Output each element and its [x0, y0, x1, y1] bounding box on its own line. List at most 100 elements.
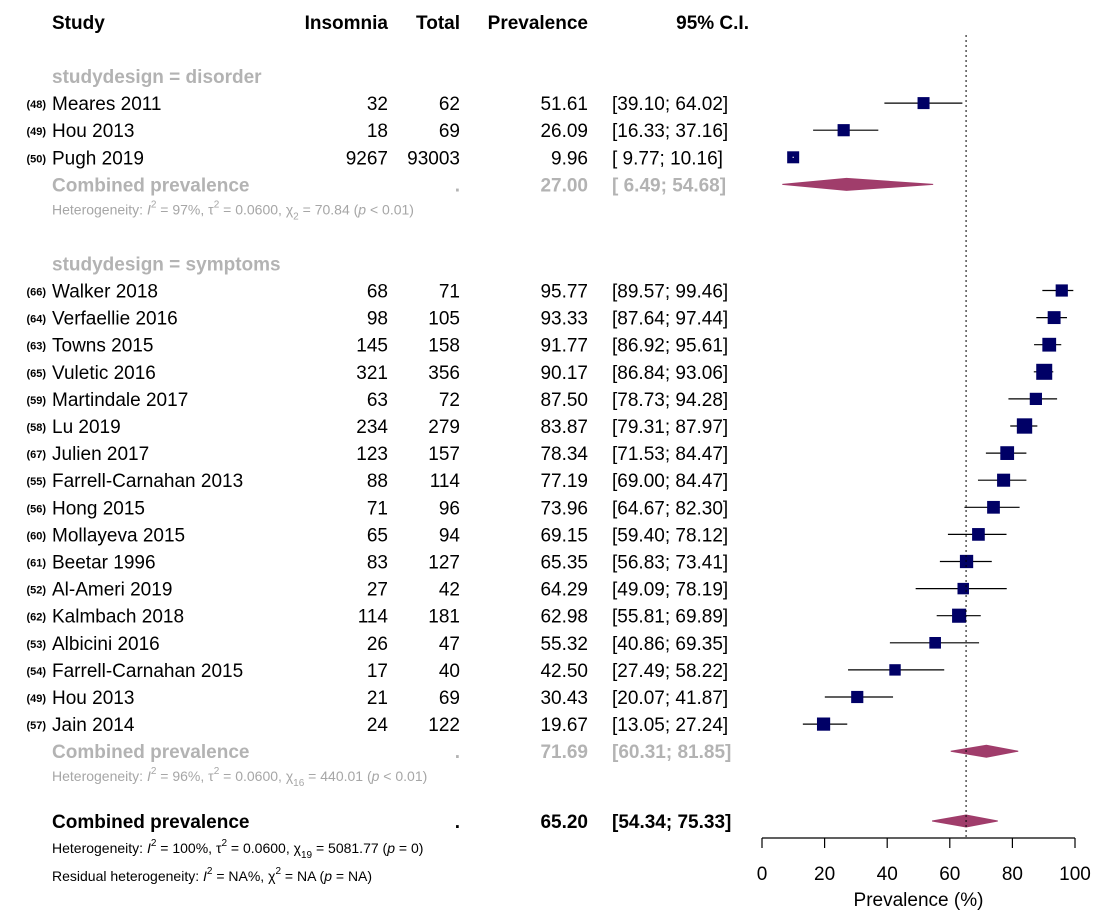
heterogeneity-text: Heterogeneity: I2 = 97%, τ2 = 0.0600, χ2…: [52, 199, 414, 222]
study-name: Hou 2013: [52, 121, 134, 142]
study-mark: [977, 473, 1027, 487]
prevalence-value: 73.96: [540, 498, 588, 519]
events-value: 71: [367, 498, 388, 519]
events-value: 32: [367, 94, 388, 115]
prevalence-value: 55.32: [540, 634, 588, 655]
table-row: (64) Verfaellie 2016 98 105 93.33 [87.64; 97.…: [26, 309, 728, 330]
reference-number: (48): [26, 99, 46, 111]
subgroup-diamond: [950, 744, 1019, 758]
reference-number: (54): [26, 666, 46, 678]
point-estimate: [987, 500, 1000, 514]
subgroup: studydesign = disorder (48) Meares 2011 32 6…: [26, 67, 728, 222]
overall-row: Combined prevalence. 65.20 [54.34; 75.33] H…: [52, 812, 731, 884]
tick-label: 100: [1059, 864, 1091, 885]
study-name: Meares 2011: [52, 94, 162, 115]
point-estimate: [816, 717, 831, 731]
tick-label: 0: [757, 864, 768, 885]
prevalence-value: 78.34: [540, 444, 588, 465]
events-value: 83: [367, 553, 388, 574]
table-row: (49) Hou 2013 18 69 26.09 [16.33; 37.16]: [26, 121, 728, 142]
ci-value: [71.53; 84.47]: [612, 444, 728, 465]
total-value: 94: [439, 525, 461, 546]
point-estimate: [1000, 446, 1015, 460]
study-name: Julien 2017: [52, 444, 149, 465]
study-name: Verfaellie 2016: [52, 309, 178, 330]
study-mark: [1036, 311, 1067, 325]
subgroup: studydesign = symptoms (66) Walker 2018 68 7…: [26, 254, 731, 789]
study-name: Hou 2013: [52, 688, 134, 709]
reference-number: (57): [26, 720, 46, 732]
study-name: Jain 2014: [52, 715, 135, 736]
ci-value: [69.00; 84.47]: [612, 471, 728, 492]
reference-number: (50): [26, 153, 46, 165]
ci-value: [56.83; 73.41]: [612, 553, 728, 574]
study-mark: [1033, 363, 1054, 380]
prevalence-value: 30.43: [540, 688, 588, 709]
prevalence-value: 42.50: [540, 661, 588, 682]
ci-value: [86.84; 93.06]: [612, 363, 728, 384]
study-name: Albicini 2016: [52, 634, 160, 655]
table-row: (56) Hong 2015 71 96 73.96 [64.67; 82.30]: [26, 498, 728, 519]
point-estimate: [997, 473, 1011, 487]
total-value: 158: [428, 336, 460, 357]
study-mark: [824, 690, 894, 704]
header-study: Study: [52, 13, 105, 34]
reference-number: (63): [26, 341, 46, 353]
point-estimate: [851, 690, 864, 704]
total-value: 157: [428, 444, 460, 465]
subgroup-diamond: [782, 177, 934, 191]
total-value: 47: [439, 634, 460, 655]
table-row: (67) Julien 2017 123 157 78.34 [71.53; 84.47]: [26, 444, 728, 465]
ci-value: [16.33; 37.16]: [612, 121, 728, 142]
ci-value: [13.05; 27.24]: [612, 715, 728, 736]
study-mark: [947, 528, 1007, 541]
point-estimate: [1047, 311, 1061, 325]
overall-diamond: [931, 814, 998, 828]
study-mark: [964, 500, 1020, 514]
events-value: 17: [367, 661, 388, 682]
table-row: (53) Albicini 2016 26 47 55.32 [40.86; 69.35]: [26, 634, 728, 655]
total-value: 71: [439, 282, 460, 303]
study-mark: [1008, 392, 1058, 406]
reference-number: (60): [26, 530, 46, 542]
point-estimate: [957, 582, 969, 595]
ci-value: [86.92; 95.61]: [612, 336, 728, 357]
events-value: 21: [367, 688, 388, 709]
table-row: (58) Lu 2019 234 279 83.87 [79.31; 87.97]: [26, 417, 728, 438]
reference-number: (61): [26, 558, 46, 570]
total-value: 114: [430, 471, 461, 492]
total-value: 181: [428, 607, 460, 628]
point-estimate: [1016, 418, 1033, 434]
overall-prevalence: 65.20: [540, 812, 588, 833]
prevalence-value: 51.61: [540, 94, 588, 115]
header-ci: 95% C.I.: [676, 13, 749, 34]
subgroup-label: studydesign = disorder: [52, 67, 262, 88]
combined-prevalence: 71.69: [540, 742, 588, 763]
table-rows: studydesign = disorder (48) Meares 2011 32 6…: [26, 67, 731, 884]
events-value: 68: [367, 282, 388, 303]
events-value: 98: [367, 309, 388, 330]
total-value: 72: [439, 390, 460, 411]
tick-label: 60: [939, 864, 960, 885]
study-name: Martindale 2017: [52, 390, 188, 411]
ci-value: [20.07; 41.87]: [612, 688, 728, 709]
table-row: (54) Farrell-Carnahan 2015 17 40 42.50 [27.49…: [26, 661, 728, 682]
overall-dot: .: [455, 812, 460, 833]
point-estimate: [952, 608, 967, 623]
ci-value: [78.73; 94.28]: [612, 390, 728, 411]
total-value: 96: [439, 498, 460, 519]
reference-number: (62): [26, 612, 46, 624]
overall-label: Combined prevalence: [52, 812, 249, 833]
point-estimate: [917, 97, 930, 110]
x-axis: 0 20 40 60 80 100 Prevalence (%): [757, 837, 1091, 911]
combined-ci: [60.31; 81.85]: [612, 742, 731, 763]
header-prevalence: Prevalence: [488, 13, 588, 34]
total-value: 62: [439, 94, 460, 115]
total-value: 40: [439, 661, 460, 682]
ci-value: [89.57; 99.46]: [612, 282, 728, 303]
ci-value: [27.49; 58.22]: [612, 661, 728, 682]
overall-heterogeneity-text: Heterogeneity: I2 = 100%, τ2 = 0.0600, χ…: [52, 838, 423, 861]
prevalence-value: 87.50: [540, 390, 588, 411]
combined-label: Combined prevalence: [52, 742, 249, 763]
table-row: (50) Pugh 2019 9267 93003 9.96 [ 9.77; 10.16]: [26, 148, 722, 169]
